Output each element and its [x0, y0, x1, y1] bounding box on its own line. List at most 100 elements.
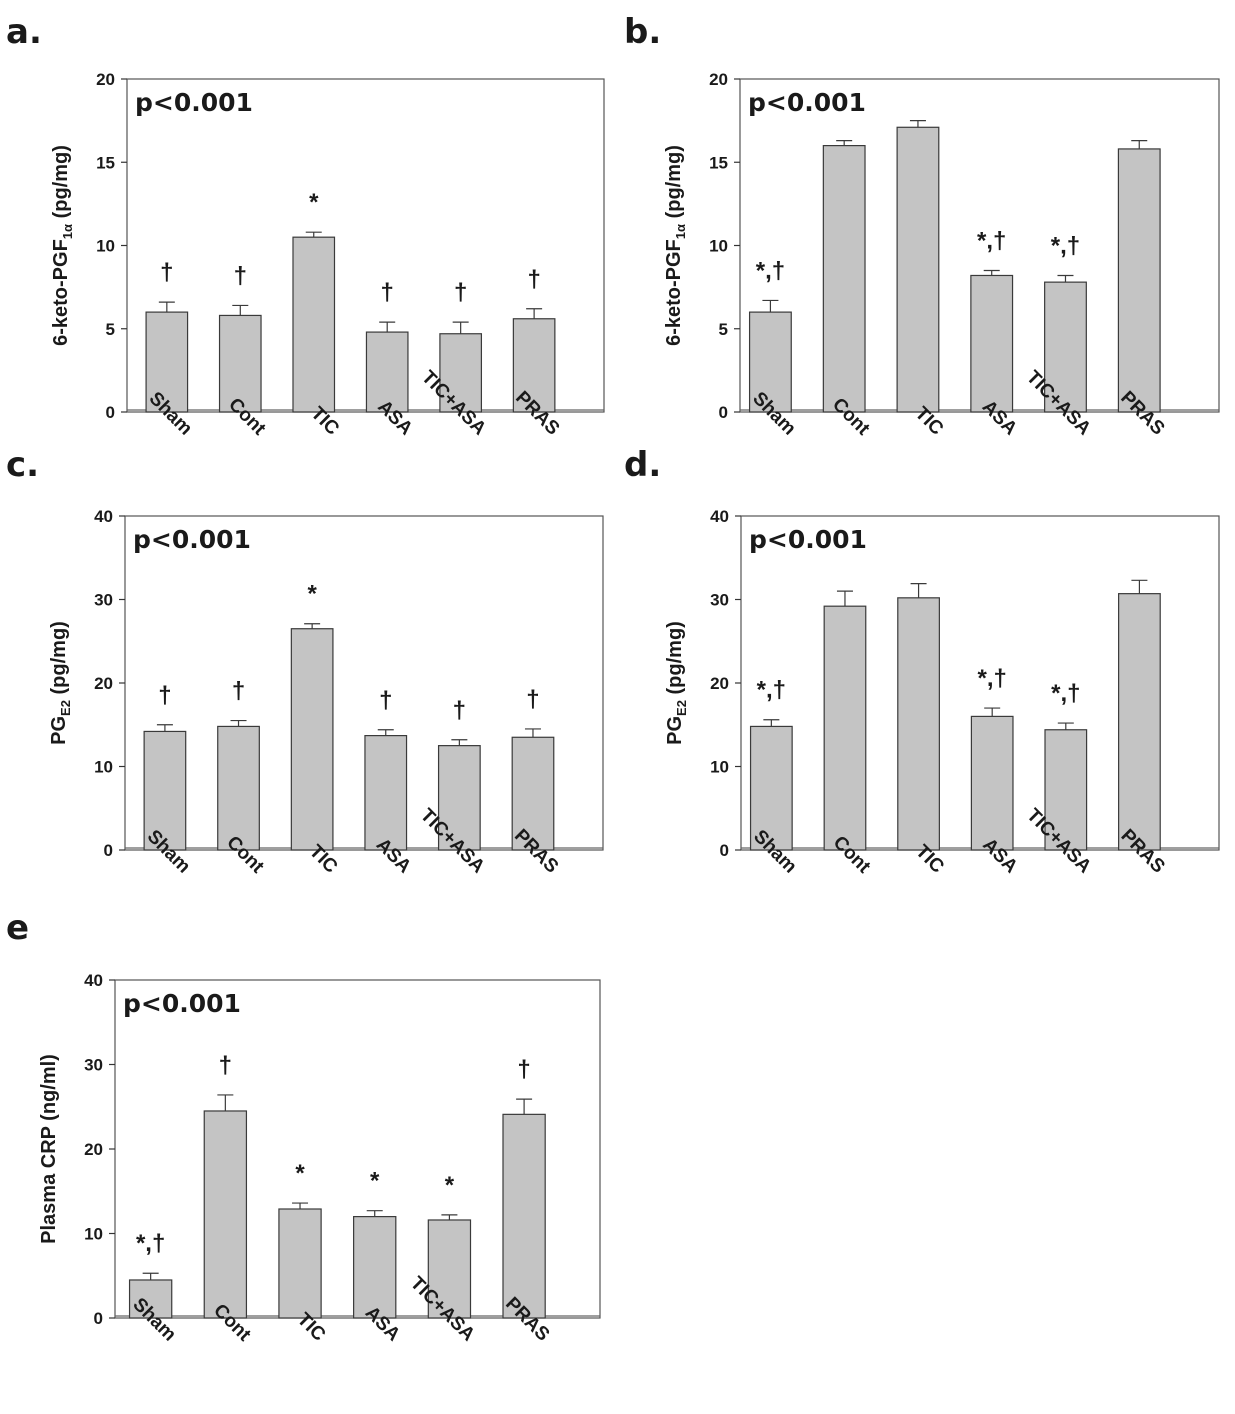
bar-asa: [364, 735, 408, 851]
significance-mark: †: [526, 686, 539, 713]
y-axis-label: 6-keto-PGF1α (pg/mg): [50, 145, 75, 346]
bar-tic: [897, 597, 940, 851]
y-tick-label: 20: [96, 70, 115, 89]
p-value-label: p<0.001: [135, 88, 253, 117]
bar-pras: [511, 736, 555, 851]
p-value-label: p<0.001: [123, 989, 241, 1018]
y-tick-label: 30: [94, 591, 113, 610]
y-tick-label: 0: [719, 403, 728, 422]
significance-mark: †: [158, 682, 171, 709]
x-category-label: Cont: [828, 394, 874, 440]
bar-tic: [896, 126, 940, 413]
panel-label-e: e: [6, 908, 30, 948]
panel-label-b: b.: [624, 12, 662, 52]
y-tick-label: 5: [106, 320, 115, 339]
bar-asa: [970, 715, 1014, 851]
bar-pras: [502, 1113, 546, 1319]
y-tick-label: 10: [710, 758, 729, 777]
p-value-label: p<0.001: [749, 525, 867, 554]
y-tick-label: 40: [710, 507, 729, 526]
significance-mark: *,†: [1051, 680, 1080, 707]
bar-asa: [970, 274, 1014, 413]
significance-mark: *: [445, 1172, 455, 1199]
y-axis-label: PGE2 (pg/mg): [48, 621, 73, 745]
bar-tic: [278, 1208, 322, 1319]
significance-mark: †: [219, 1052, 232, 1079]
y-tick-label: 40: [84, 971, 103, 990]
significance-mark: *,†: [756, 257, 785, 284]
panel-label-c: c.: [6, 445, 40, 485]
y-tick-label: 0: [720, 841, 729, 860]
bar-tic: [290, 628, 334, 851]
bar-asa: [353, 1215, 397, 1319]
significance-mark: †: [379, 687, 392, 714]
y-tick-label: 30: [710, 591, 729, 610]
bar-sham: [748, 311, 792, 413]
y-tick-label: 5: [719, 320, 728, 339]
significance-mark: *,†: [757, 677, 786, 704]
panel-label-d: d.: [624, 445, 662, 485]
significance-mark: †: [527, 266, 540, 293]
significance-mark: †: [232, 678, 245, 705]
y-tick-label: 10: [84, 1225, 103, 1244]
significance-mark: †: [160, 259, 173, 286]
bar-sham: [128, 1279, 173, 1319]
y-tick-label: 10: [94, 758, 113, 777]
significance-mark: †: [454, 279, 467, 306]
y-tick-label: 15: [709, 153, 728, 172]
significance-mark: *: [295, 1160, 305, 1187]
y-tick-label: 20: [710, 674, 729, 693]
x-category-label: Cont: [209, 1300, 255, 1346]
y-axis-label: 6-keto-PGF1α (pg/mg): [663, 145, 688, 346]
y-tick-label: 30: [84, 1056, 103, 1075]
bar-cont: [823, 605, 867, 851]
significance-mark: *,†: [978, 665, 1007, 692]
p-value-label: p<0.001: [133, 525, 251, 554]
y-tick-label: 0: [104, 841, 113, 860]
significance-mark: †: [381, 279, 394, 306]
bar-tic-asa: [1044, 729, 1088, 851]
significance-mark: *: [309, 189, 319, 216]
y-tick-label: 0: [94, 1309, 103, 1328]
x-category-label: Cont: [829, 832, 875, 878]
significance-mark: *,†: [136, 1230, 165, 1257]
significance-mark: †: [517, 1056, 530, 1083]
significance-mark: †: [453, 697, 466, 724]
bar-tic: [292, 236, 336, 413]
significance-mark: †: [234, 262, 247, 289]
y-tick-label: 15: [96, 153, 115, 172]
y-tick-label: 20: [94, 674, 113, 693]
significance-mark: *,†: [1051, 232, 1080, 259]
y-axis-label: Plasma CRP (ng/ml): [38, 1054, 60, 1244]
bar-sham: [749, 725, 793, 851]
panel-label-a: a.: [6, 12, 42, 52]
p-value-label: p<0.001: [748, 88, 866, 117]
bar-tic-asa: [439, 333, 483, 413]
x-category-label: Cont: [224, 394, 270, 440]
bar-pras: [1117, 148, 1161, 413]
y-tick-label: 20: [84, 1140, 103, 1159]
y-tick-label: 10: [709, 237, 728, 256]
significance-mark: *: [370, 1168, 380, 1195]
significance-mark: *: [307, 581, 317, 608]
bar-cont: [203, 1110, 248, 1319]
y-tick-label: 40: [94, 507, 113, 526]
bar-cont: [217, 725, 260, 851]
y-tick-label: 10: [96, 237, 115, 256]
bar-tic-asa: [427, 1219, 472, 1319]
bar-asa: [365, 331, 409, 413]
y-tick-label: 0: [106, 403, 115, 422]
bar-sham: [143, 730, 187, 851]
y-axis-label: PGE2 (pg/mg): [664, 621, 689, 745]
x-category-label: Cont: [222, 832, 268, 878]
bar-cont: [218, 314, 262, 413]
y-tick-label: 20: [709, 70, 728, 89]
significance-mark: *,†: [977, 227, 1006, 254]
bar-cont: [822, 145, 866, 413]
